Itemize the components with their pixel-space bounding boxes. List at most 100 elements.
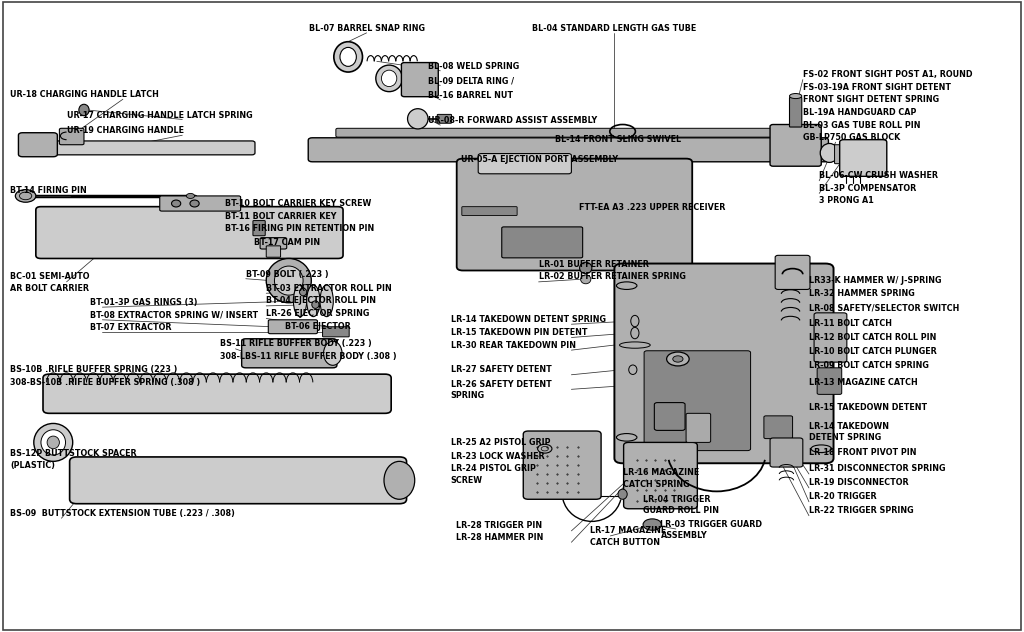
Ellipse shape [820, 143, 839, 162]
Text: LR-30 REAR TAKEDOWN PIN: LR-30 REAR TAKEDOWN PIN [451, 341, 575, 349]
Text: LR-04 TRIGGER: LR-04 TRIGGER [643, 495, 711, 504]
Text: ASSEMBLY: ASSEMBLY [660, 532, 708, 540]
Text: LR-31 DISCONNECTOR SPRING: LR-31 DISCONNECTOR SPRING [809, 465, 945, 473]
FancyBboxPatch shape [18, 133, 57, 157]
Ellipse shape [616, 434, 637, 441]
Text: LR-11 BOLT CATCH: LR-11 BOLT CATCH [809, 319, 892, 328]
Text: LR-01 BUFFER RETAINER: LR-01 BUFFER RETAINER [539, 260, 648, 269]
Ellipse shape [631, 315, 639, 327]
FancyBboxPatch shape [775, 255, 810, 289]
Text: GB-LP750 GAS BLOCK: GB-LP750 GAS BLOCK [803, 133, 900, 142]
Text: UR-08-R FORWARD ASSIST ASSEMBLY: UR-08-R FORWARD ASSIST ASSEMBLY [428, 116, 597, 125]
FancyBboxPatch shape [814, 313, 847, 362]
Text: BS-10B .RIFLE BUFFER SPRING (223 ): BS-10B .RIFLE BUFFER SPRING (223 ) [10, 365, 177, 374]
Ellipse shape [340, 47, 356, 66]
Text: LR-18 FRONT PIVOT PIN: LR-18 FRONT PIVOT PIN [809, 448, 916, 457]
FancyBboxPatch shape [336, 128, 799, 137]
Text: BT-01-3P GAS RINGS (3): BT-01-3P GAS RINGS (3) [90, 298, 198, 307]
Ellipse shape [311, 301, 319, 308]
Text: LR-19 DISCONNECTOR: LR-19 DISCONNECTOR [809, 478, 908, 487]
Ellipse shape [293, 285, 307, 317]
Text: BL-04 STANDARD LENGTH GAS TUBE: BL-04 STANDARD LENGTH GAS TUBE [532, 24, 696, 33]
FancyBboxPatch shape [835, 145, 845, 164]
Text: BT-07 EXTRACTOR: BT-07 EXTRACTOR [90, 323, 172, 332]
Text: BT-11 BOLT CARRIER KEY: BT-11 BOLT CARRIER KEY [225, 212, 337, 221]
Text: BT-14 FIRING PIN: BT-14 FIRING PIN [10, 186, 87, 195]
Text: BL-06-CW CRUSH WASHER: BL-06-CW CRUSH WASHER [819, 171, 938, 180]
Ellipse shape [266, 258, 311, 303]
Text: BT-04 EJECTOR ROLL PIN: BT-04 EJECTOR ROLL PIN [266, 296, 376, 305]
FancyBboxPatch shape [70, 457, 407, 504]
Text: BL-07 BARREL SNAP RING: BL-07 BARREL SNAP RING [308, 24, 425, 33]
Ellipse shape [673, 356, 683, 362]
Text: BL-08 WELD SPRING: BL-08 WELD SPRING [428, 62, 519, 71]
FancyBboxPatch shape [523, 431, 601, 499]
Ellipse shape [616, 282, 637, 289]
Text: FS-03-19A FRONT SIGHT DETENT: FS-03-19A FRONT SIGHT DETENT [803, 83, 951, 92]
Text: LR-16 MAGAZINE: LR-16 MAGAZINE [623, 468, 698, 477]
Text: LR-22 TRIGGER SPRING: LR-22 TRIGGER SPRING [809, 506, 913, 515]
Ellipse shape [15, 190, 36, 202]
Text: LR-27 SAFETY DETENT: LR-27 SAFETY DETENT [451, 365, 551, 374]
FancyBboxPatch shape [26, 141, 255, 155]
Text: LR-14 TAKEDOWN: LR-14 TAKEDOWN [809, 422, 889, 431]
FancyBboxPatch shape [160, 196, 241, 211]
Text: LR-28 HAMMER PIN: LR-28 HAMMER PIN [456, 533, 543, 542]
FancyBboxPatch shape [266, 246, 281, 257]
FancyBboxPatch shape [323, 327, 349, 337]
FancyBboxPatch shape [401, 63, 438, 97]
Ellipse shape [190, 200, 199, 207]
Text: LR-14 TAKEDOWN DETENT SPRING: LR-14 TAKEDOWN DETENT SPRING [451, 315, 605, 324]
Text: UR-19 CHARGING HANDLE: UR-19 CHARGING HANDLE [67, 126, 183, 135]
Ellipse shape [79, 104, 89, 116]
FancyBboxPatch shape [790, 97, 802, 127]
Text: (PLASTIC): (PLASTIC) [10, 461, 55, 470]
FancyBboxPatch shape [686, 413, 711, 442]
Text: LR-02 BUFFER RETAINER SPRING: LR-02 BUFFER RETAINER SPRING [539, 272, 685, 281]
Ellipse shape [643, 519, 662, 530]
Text: DETENT SPRING: DETENT SPRING [809, 434, 882, 442]
Text: LR-03 TRIGGER GUARD: LR-03 TRIGGER GUARD [660, 520, 763, 529]
Text: GUARD ROLL PIN: GUARD ROLL PIN [643, 506, 719, 515]
Text: LR-26 SAFETY DETENT: LR-26 SAFETY DETENT [451, 380, 551, 389]
Text: LR-28 TRIGGER PIN: LR-28 TRIGGER PIN [456, 521, 542, 530]
Text: UR-05-A EJECTION PORT ASSEMBLY: UR-05-A EJECTION PORT ASSEMBLY [461, 155, 617, 164]
FancyBboxPatch shape [764, 416, 793, 439]
Text: SCREW: SCREW [451, 476, 482, 485]
Ellipse shape [790, 94, 802, 99]
Text: UR-17 CHARGING HANDLE LATCH SPRING: UR-17 CHARGING HANDLE LATCH SPRING [67, 111, 252, 119]
Ellipse shape [667, 352, 689, 366]
Text: 308-BS-10B .RIFLE BUFFER SPRING (.308 ): 308-BS-10B .RIFLE BUFFER SPRING (.308 ) [10, 378, 201, 387]
Text: LR-10 BOLT CATCH PLUNGER: LR-10 BOLT CATCH PLUNGER [809, 347, 937, 356]
Text: BT-09 BOLT (.223 ): BT-09 BOLT (.223 ) [246, 270, 329, 279]
Text: LR-17 MAGAZINE: LR-17 MAGAZINE [590, 526, 666, 535]
Text: LR-15 TAKEDOWN DETENT: LR-15 TAKEDOWN DETENT [809, 403, 927, 411]
Text: LR-26 EJECTOR SPRING: LR-26 EJECTOR SPRING [266, 309, 370, 318]
Ellipse shape [319, 285, 334, 317]
FancyBboxPatch shape [59, 128, 84, 145]
Text: SPRING: SPRING [451, 391, 484, 400]
Ellipse shape [629, 365, 637, 374]
Text: LR-08 SAFETY/SELECTOR SWITCH: LR-08 SAFETY/SELECTOR SWITCH [809, 303, 959, 312]
Ellipse shape [274, 266, 303, 295]
Text: 3 PRONG A1: 3 PRONG A1 [819, 197, 873, 205]
Ellipse shape [41, 430, 66, 455]
Text: BL-14 FRONT SLING SWIVEL: BL-14 FRONT SLING SWIVEL [555, 135, 681, 143]
Text: FTT-EA A3 .223 UPPER RECEIVER: FTT-EA A3 .223 UPPER RECEIVER [579, 203, 725, 212]
Ellipse shape [620, 342, 650, 348]
Text: LR-32 HAMMER SPRING: LR-32 HAMMER SPRING [809, 289, 914, 298]
Text: BT-08 EXTRACTOR SPRING W/ INSERT: BT-08 EXTRACTOR SPRING W/ INSERT [90, 310, 258, 319]
Text: LR33-K HAMMER W/ J-SPRING: LR33-K HAMMER W/ J-SPRING [809, 276, 941, 285]
Text: BS-09  BUTTSTOCK EXTENSION TUBE (.223 / .308): BS-09 BUTTSTOCK EXTENSION TUBE (.223 / .… [10, 509, 236, 518]
Text: LR-23 LOCK WASHER: LR-23 LOCK WASHER [451, 452, 544, 461]
Text: BS-12P BUTTSTOCK SPACER: BS-12P BUTTSTOCK SPACER [10, 449, 137, 458]
FancyBboxPatch shape [242, 339, 337, 368]
Ellipse shape [811, 445, 831, 453]
FancyBboxPatch shape [478, 154, 571, 174]
Ellipse shape [617, 489, 627, 499]
Text: BC-01 SEMI-AUTO: BC-01 SEMI-AUTO [10, 272, 90, 281]
FancyBboxPatch shape [502, 227, 583, 258]
Ellipse shape [381, 70, 397, 87]
FancyBboxPatch shape [654, 403, 685, 430]
Ellipse shape [384, 461, 415, 499]
